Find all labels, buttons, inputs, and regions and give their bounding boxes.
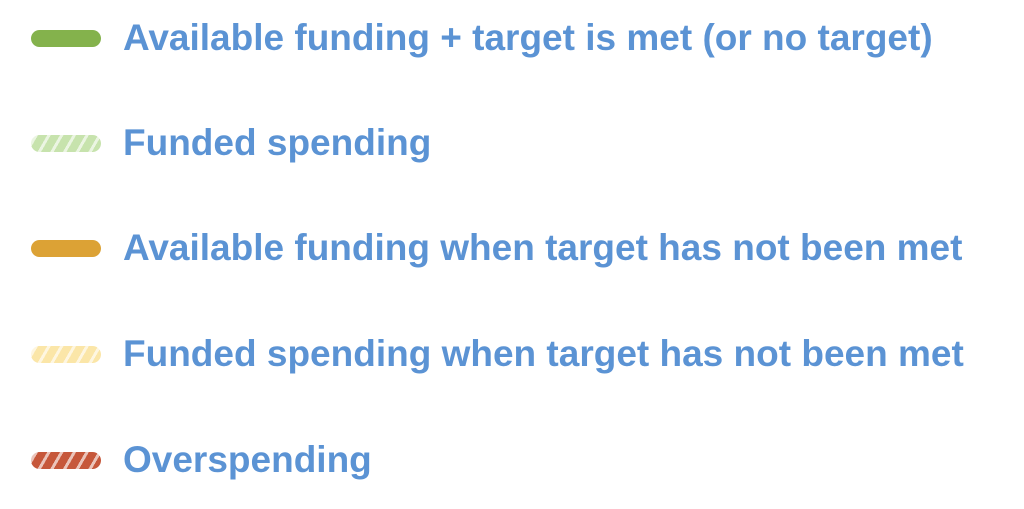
legend-item-funded-spending-not-met: Funded spending when target has not been… [0,324,1024,384]
legend-label-funded-spending-not-met: Funded spending when target has not been… [123,333,964,374]
legend-label-available-not-met: Available funding when target has not be… [123,227,963,268]
overspending-swatch [31,451,101,469]
legend-label-overspending: Overspending [123,439,372,480]
available-met-swatch [31,29,101,47]
legend-item-funded-spending: Funded spending [0,113,1024,173]
legend-label-funded-spending: Funded spending [123,122,432,163]
legend-label-available-met: Available funding + target is met (or no… [123,17,933,58]
legend-item-overspending: Overspending [0,430,1024,490]
legend-item-available-not-met: Available funding when target has not be… [0,218,1024,278]
funded-spending-not-met-swatch [31,345,101,363]
funded-spending-swatch [31,134,101,152]
available-not-met-swatch [31,239,101,257]
legend-item-available-met: Available funding + target is met (or no… [0,8,1024,68]
